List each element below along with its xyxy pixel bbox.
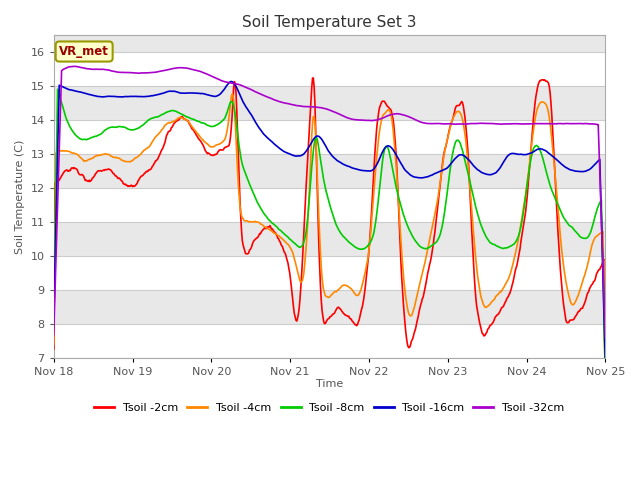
Y-axis label: Soil Temperature (C): Soil Temperature (C) [15,140,25,254]
Tsoil -2cm [224,144,232,149]
Bar [54,120,605,154]
Tsoil -16cm [227,79,235,84]
Tsoil -16cm [602,359,609,365]
Line: Tsoil -8cm: Tsoil -8cm [54,89,605,379]
Line: Tsoil -32cm: Tsoil -32cm [54,66,605,337]
X-axis label: Time: Time [316,379,343,389]
Tsoil -16cm [480,170,488,176]
Tsoil -32cm [480,120,488,126]
Tsoil -8cm [186,115,193,120]
Tsoil -4cm [480,302,488,308]
Tsoil -8cm [480,229,488,235]
Tsoil -4cm [50,341,58,347]
Tsoil -2cm [185,120,193,125]
Tsoil -4cm [205,143,213,149]
Tsoil -2cm [602,390,609,396]
Bar [54,256,605,290]
Tsoil -2cm [50,347,58,352]
Legend: Tsoil -2cm, Tsoil -4cm, Tsoil -8cm, Tsoil -16cm, Tsoil -32cm: Tsoil -2cm, Tsoil -4cm, Tsoil -8cm, Tsoi… [90,398,569,417]
Tsoil -8cm [548,187,556,193]
Line: Tsoil -16cm: Tsoil -16cm [54,82,605,362]
Tsoil -16cm [185,90,193,96]
Tsoil -32cm [50,332,58,337]
Tsoil -8cm [54,86,61,92]
Tsoil -4cm [602,384,609,390]
Tsoil -2cm [413,320,420,326]
Title: Soil Temperature Set 3: Soil Temperature Set 3 [243,15,417,30]
Bar [54,154,605,188]
Tsoil -32cm [186,66,193,72]
Tsoil -16cm [205,92,213,98]
Tsoil -32cm [602,334,609,340]
Tsoil -16cm [413,175,420,180]
Tsoil -32cm [71,63,79,69]
Tsoil -16cm [548,153,556,158]
Line: Tsoil -4cm: Tsoil -4cm [54,94,605,387]
Tsoil -4cm [228,91,236,97]
Bar [54,324,605,358]
Tsoil -8cm [413,240,420,245]
Tsoil -4cm [548,135,556,141]
Text: VR_met: VR_met [60,45,109,58]
Line: Tsoil -2cm: Tsoil -2cm [54,78,605,393]
Bar [54,290,605,324]
Bar [54,222,605,256]
Tsoil -32cm [206,72,214,78]
Tsoil -8cm [206,123,214,129]
Tsoil -32cm [413,118,420,123]
Tsoil -2cm [480,333,488,339]
Bar [54,52,605,86]
Tsoil -2cm [548,110,556,116]
Tsoil -8cm [225,104,233,109]
Tsoil -32cm [548,121,556,127]
Bar [54,86,605,120]
Tsoil -2cm [205,151,213,156]
Tsoil -4cm [224,121,232,127]
Tsoil -8cm [602,376,609,382]
Tsoil -16cm [224,81,232,87]
Tsoil -8cm [50,313,58,319]
Bar [54,188,605,222]
Tsoil -4cm [413,295,420,300]
Tsoil -32cm [225,80,233,85]
Tsoil -16cm [50,320,58,325]
Tsoil -2cm [308,75,316,81]
Tsoil -4cm [185,119,193,125]
